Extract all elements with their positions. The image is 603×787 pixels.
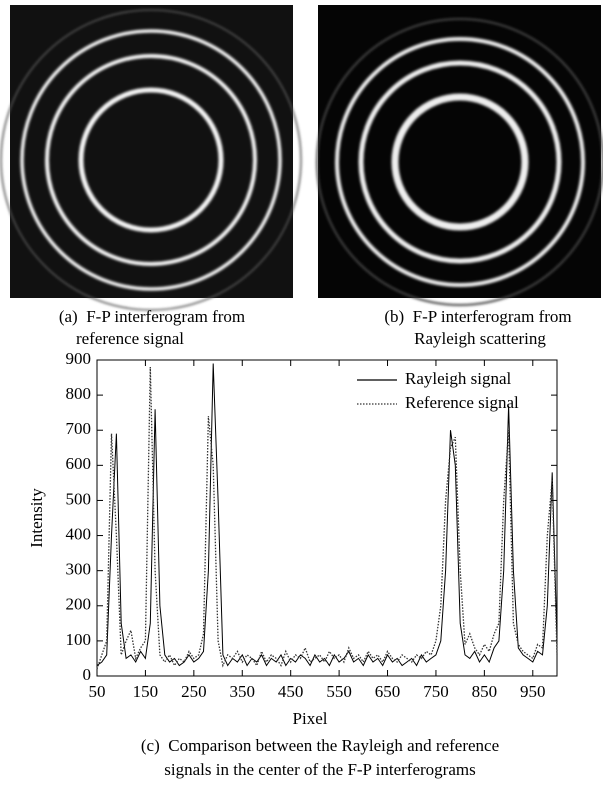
x-tick-label: 950	[520, 682, 546, 701]
caption: (a) F-P interferogram from	[59, 307, 245, 326]
y-tick-label: 500	[66, 489, 92, 508]
series-line	[96, 363, 558, 667]
x-tick-label: 650	[375, 682, 401, 701]
caption: signals in the center of the F-P interfe…	[164, 760, 475, 779]
x-tick-label: 150	[133, 682, 159, 701]
x-tick-label: 550	[326, 682, 352, 701]
caption: (c) Comparison between the Rayleigh and …	[141, 736, 499, 755]
y-tick-label: 0	[83, 665, 92, 684]
caption: (b) F-P interferogram from	[384, 307, 571, 326]
y-tick-label: 700	[66, 419, 92, 438]
legend-label: Rayleigh signal	[405, 369, 512, 388]
y-tick-label: 200	[66, 595, 92, 614]
plot-frame	[96, 359, 558, 677]
y-tick-label: 300	[66, 560, 92, 579]
y-tick-label: 800	[66, 384, 92, 403]
y-tick-label: 900	[66, 349, 92, 368]
caption: Rayleigh scattering	[414, 329, 546, 348]
x-tick-label: 750	[423, 682, 449, 701]
x-tick-label: 850	[472, 682, 498, 701]
x-tick-label: 450	[278, 682, 304, 701]
interferogram-a	[0, 5, 302, 311]
y-tick-label: 100	[66, 630, 92, 649]
x-axis-label: Pixel	[293, 709, 328, 728]
y-tick-label: 400	[66, 524, 92, 543]
caption: reference signal	[76, 329, 184, 348]
series-line	[96, 366, 558, 670]
y-tick-label: 600	[66, 454, 92, 473]
x-tick-label: 250	[181, 682, 207, 701]
x-tick-label: 50	[89, 682, 106, 701]
x-tick-label: 350	[230, 682, 256, 701]
y-axis-label: Intensity	[27, 488, 46, 548]
legend-label: Reference signal	[405, 393, 519, 412]
interferogram-b	[316, 5, 603, 306]
